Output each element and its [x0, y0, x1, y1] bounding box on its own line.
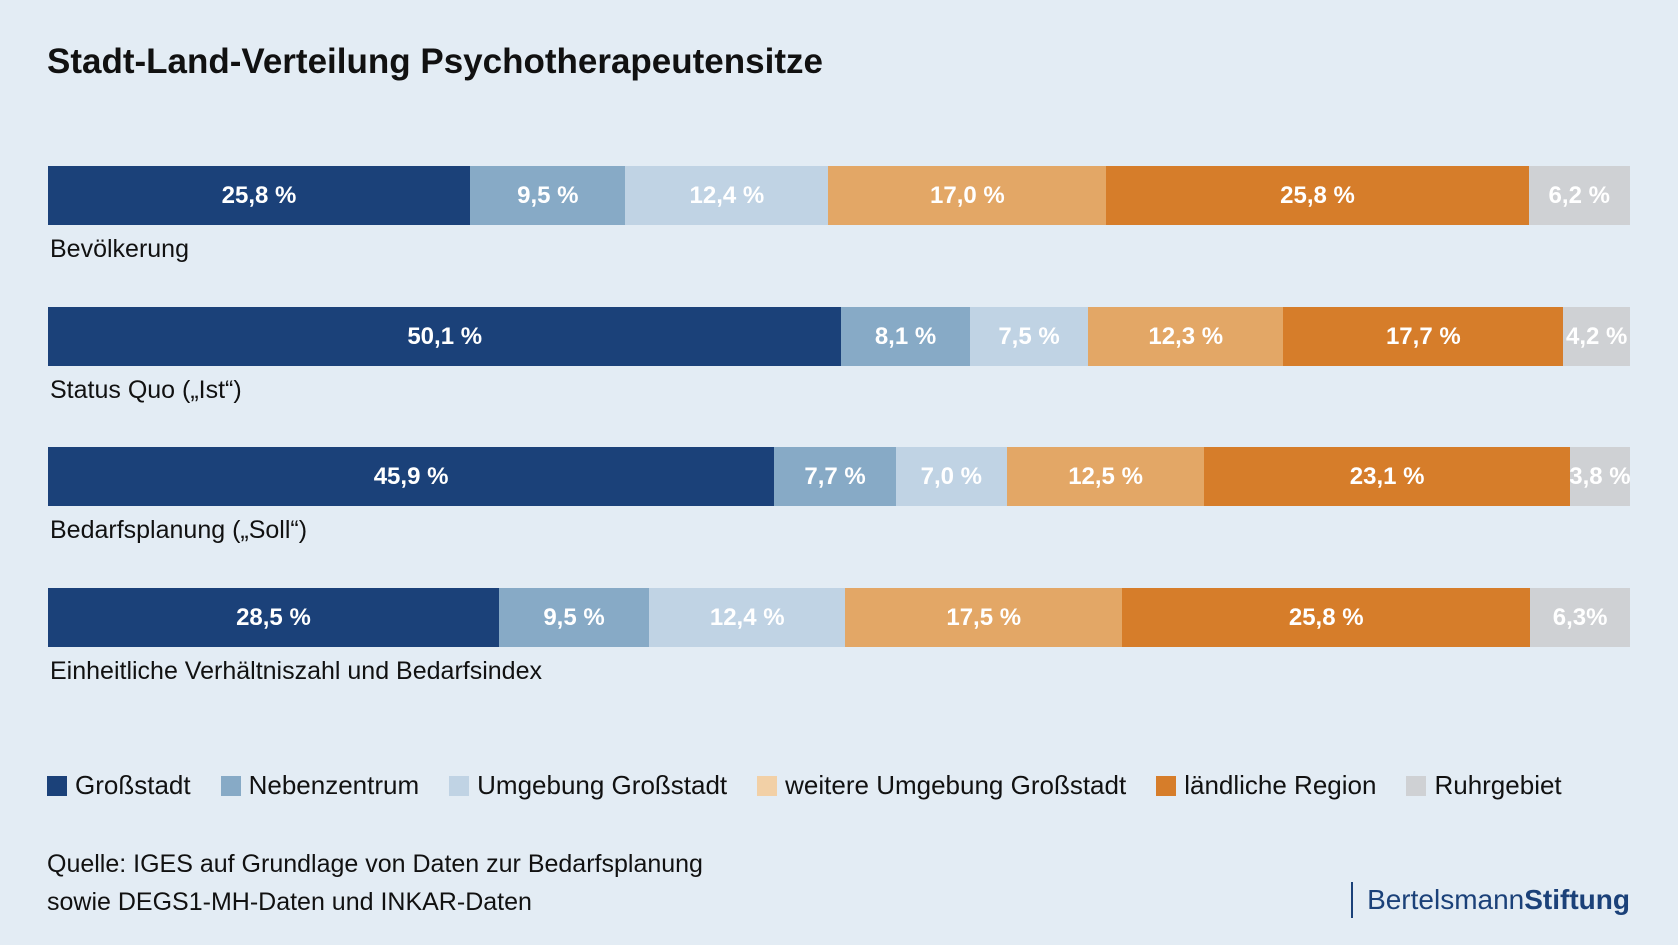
bar-segment: 25,8 %	[1106, 166, 1529, 225]
bertelsmann-stiftung-logo: BertelsmannStiftung	[1351, 882, 1630, 918]
bar-segment: 28,5 %	[48, 588, 499, 647]
stacked-bar: 50,1 % 8,1 % 7,5 % 12,3 % 17,7 % 4,2 %	[48, 307, 1630, 366]
legend-label: weitere Umgebung Großstadt	[785, 770, 1127, 800]
chart-title: Stadt-Land-Verteilung Psychotherapeutens…	[47, 42, 823, 81]
legend-swatch	[757, 775, 778, 796]
bar-segment: 17,0 %	[828, 166, 1107, 225]
data-label: 4,2 %	[1566, 322, 1628, 350]
legend-label: Großstadt	[75, 770, 191, 800]
logo-text-bold: Stiftung	[1524, 884, 1630, 915]
legend-item: ländliche Region	[1156, 770, 1376, 801]
data-label: 8,1 %	[874, 322, 937, 350]
category-label: Einheitliche Verhältniszahl und Bedarfsi…	[50, 657, 542, 685]
bar-segment: 12,3 %	[1088, 307, 1284, 366]
data-label: 25,8 %	[1280, 181, 1355, 209]
bar-segment: 7,5 %	[969, 307, 1089, 366]
data-label: 9,5 %	[543, 603, 605, 631]
bar-segment: 17,7 %	[1283, 307, 1564, 366]
data-label: 12,5 %	[1068, 462, 1143, 490]
stacked-bar: 28,5 % 9,5 % 12,4 % 17,5 % 25,8 % 6,3%	[48, 588, 1630, 647]
legend-item: Umgebung Großstadt	[449, 770, 727, 801]
bar-segment: 7,0 %	[895, 447, 1007, 506]
bar-segment: 7,7 %	[774, 447, 896, 506]
data-label: 6,3%	[1552, 603, 1608, 631]
data-label: 12,4 %	[709, 603, 785, 631]
legend-swatch	[1156, 775, 1177, 796]
bar-row: 28,5 % 9,5 % 12,4 % 17,5 % 25,8 % 6,3% Einheit…	[48, 588, 1630, 686]
bar-segment: 23,1 %	[1204, 447, 1570, 506]
bar-segment: 9,5 %	[498, 588, 650, 647]
data-label: 12,4 %	[689, 181, 765, 209]
bar-segment: 12,5 %	[1006, 447, 1205, 506]
legend-label: Nebenzentrum	[248, 770, 420, 800]
bar-segment: 25,8 %	[1122, 588, 1531, 647]
bar-segment: 17,5 %	[845, 588, 1123, 647]
legend-swatch	[449, 775, 470, 796]
bar-segment: 4,2 %	[1563, 307, 1630, 366]
data-label: 23,1 %	[1349, 462, 1425, 490]
stacked-bar: 25,8 % 9,5 % 12,4 % 17,0 % 25,8 % 6,2 %	[48, 166, 1630, 225]
legend-label: Umgebung Großstadt	[477, 770, 728, 800]
bar-row: 25,8 % 9,5 % 12,4 % 17,0 % 25,8 % 6,2 % Bevölk…	[48, 166, 1630, 264]
data-label: 12,3 %	[1148, 322, 1224, 350]
legend-swatch	[47, 775, 67, 796]
data-label: 25,8 %	[1288, 603, 1364, 631]
bar-segment: 12,4 %	[649, 588, 846, 647]
data-label: 28,5 %	[236, 603, 311, 631]
data-label: 17,7 %	[1385, 322, 1461, 350]
legend-item: weitere Umgebung Großstadt	[757, 770, 1126, 801]
data-label: 7,7 %	[804, 462, 866, 490]
source-note: Quelle: IGES auf Grundlage von Daten zur…	[47, 845, 703, 921]
bar-segment: 25,8 %	[48, 166, 471, 225]
data-label: 7,5 %	[998, 322, 1060, 350]
legend: Großstadt Nebenzentrum Umgebung Großstadt w…	[47, 770, 1562, 801]
bar-segment: 12,4 %	[625, 166, 829, 225]
data-label: 45,9 %	[373, 462, 449, 490]
data-label: 9,5 %	[517, 181, 579, 209]
legend-swatch	[220, 775, 241, 796]
category-label: Bevölkerung	[50, 235, 189, 263]
source-line: Quelle: IGES auf Grundlage von Daten zur…	[47, 850, 703, 878]
data-label: 50,1 %	[407, 322, 483, 350]
data-label: 17,5 %	[946, 603, 1022, 631]
data-label: 25,8 %	[221, 181, 297, 209]
legend-item: Großstadt	[47, 770, 191, 801]
category-label: Status Quo („Ist“)	[50, 376, 242, 404]
data-label: 3,8 %	[1569, 462, 1630, 490]
bar-segment: 3,8 %	[1569, 447, 1630, 506]
legend-item: Ruhrgebiet	[1406, 770, 1562, 801]
bar-row: 50,1 % 8,1 % 7,5 % 12,3 % 17,7 % 4,2 % Status …	[48, 307, 1630, 405]
bar-segment: 9,5 %	[470, 166, 626, 225]
legend-swatch	[1406, 775, 1427, 796]
legend-label: ländliche Region	[1184, 770, 1377, 800]
data-label: 6,2 %	[1548, 181, 1610, 209]
stacked-bar: 45,9 % 7,7 % 7,0 % 12,5 % 23,1 % 3,8 %	[48, 447, 1630, 506]
data-label: 7,0 %	[920, 462, 982, 490]
legend-label: Ruhrgebiet	[1434, 770, 1562, 800]
bar-segment: 6,3%	[1530, 588, 1630, 647]
data-label: 17,0 %	[930, 181, 1005, 209]
category-label: Bedarfsplanung („Soll“)	[50, 516, 308, 544]
bar-row: 45,9 % 7,7 % 7,0 % 12,5 % 23,1 % 3,8 % Bedarfs…	[48, 447, 1630, 545]
source-line: sowie DEGS1-MH-Daten und INKAR-Daten	[47, 888, 532, 916]
logo-text: Bertelsmann	[1367, 884, 1525, 915]
bar-segment: 45,9 %	[48, 447, 775, 506]
bar-segment: 8,1 %	[841, 307, 970, 366]
legend-item: Nebenzentrum	[220, 770, 420, 801]
bar-segment: 50,1 %	[48, 307, 842, 366]
bar-segment: 6,2 %	[1528, 166, 1630, 225]
